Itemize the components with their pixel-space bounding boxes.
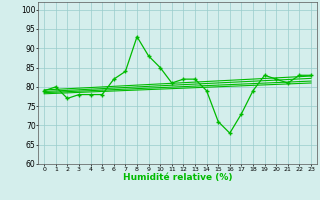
X-axis label: Humidité relative (%): Humidité relative (%) [123, 173, 232, 182]
